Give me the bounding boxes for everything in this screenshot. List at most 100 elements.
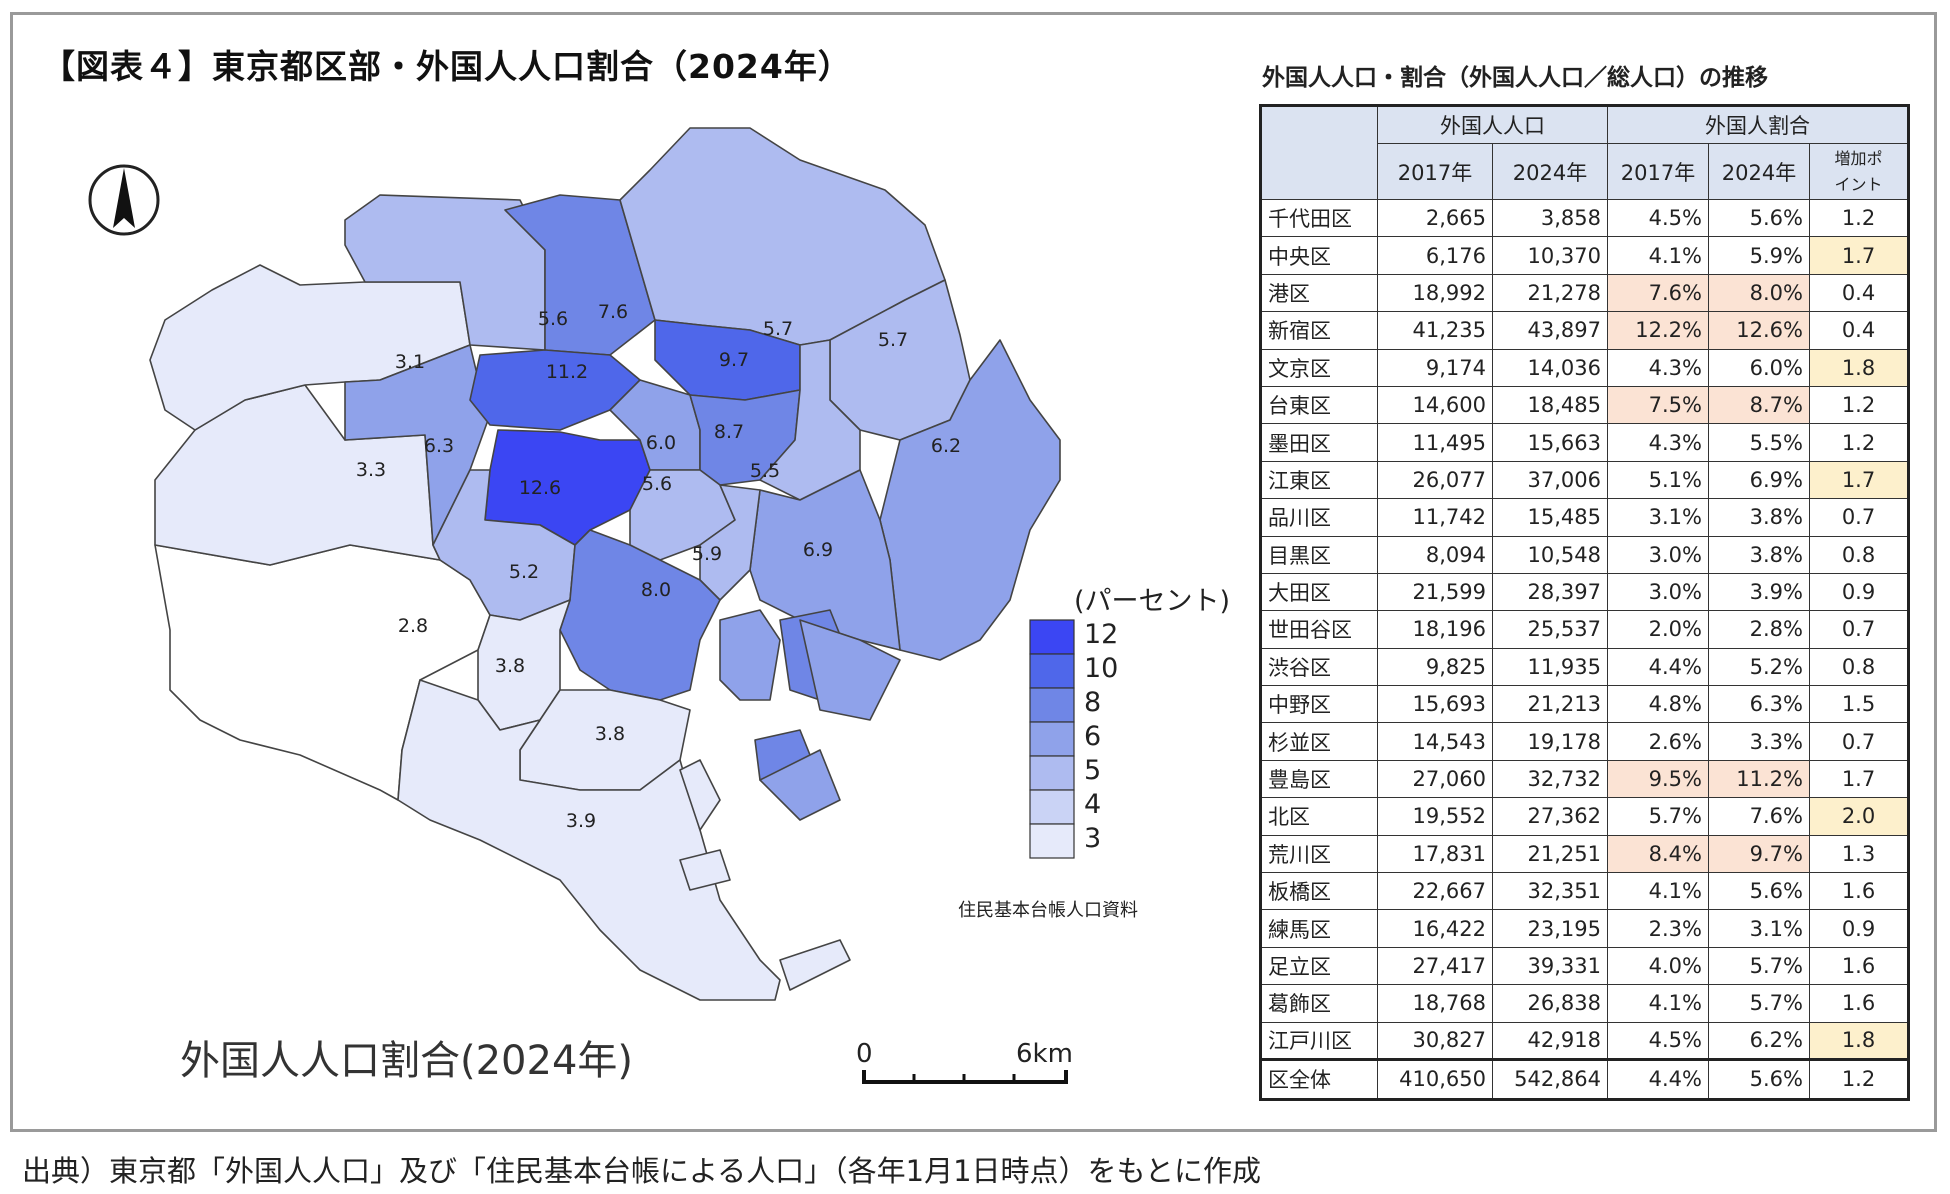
cell-pop-2024: 14,036 [1492, 348, 1608, 387]
cell-share-2017: 4.5% [1607, 198, 1709, 238]
cell-share-2017: 4.8% [1607, 685, 1709, 724]
cell-ward: 練馬区 [1260, 909, 1378, 948]
cell-share-2017: 2.6% [1607, 722, 1709, 761]
cell-increase: 1.8 [1808, 348, 1910, 387]
cell-pop-2024: 15,663 [1492, 423, 1608, 462]
table-row: 練馬区 16,422 23,195 2.3% 3.1% 0.9 [1260, 909, 1910, 948]
table-row: 荒川区 17,831 21,251 8.4% 9.7% 1.3 [1260, 834, 1910, 874]
legend-break-label: 10 [1084, 653, 1118, 684]
ward-label: 11.2 [546, 361, 588, 383]
cell-pop-2024: 10,370 [1492, 236, 1608, 275]
cell-pop-2024: 32,732 [1492, 759, 1608, 799]
table-row: 墨田区 11,495 15,663 4.3% 5.5% 1.2 [1260, 423, 1910, 462]
table-row: 北区 19,552 27,362 5.7% 7.6% 2.0 [1260, 797, 1910, 836]
ward-label: 3.3 [356, 459, 386, 481]
cell-increase: 1.6 [1808, 872, 1910, 911]
cell-share-2017: 4.1% [1607, 984, 1709, 1023]
cell-increase: 1.7 [1808, 759, 1910, 799]
legend-swatch [1029, 755, 1075, 791]
ward-label: 5.9 [692, 543, 722, 565]
ward-label: 9.7 [719, 349, 749, 371]
cell-share-2024: 5.9% [1708, 236, 1810, 275]
ward-label: 3.9 [566, 810, 596, 832]
cell-share-2024: 7.6% [1708, 797, 1810, 836]
cell-pop-2017: 2,665 [1377, 198, 1493, 238]
cell-share-2024: 3.9% [1708, 572, 1810, 612]
cell-share-2017: 7.5% [1607, 385, 1709, 425]
cell-ward: 港区 [1260, 273, 1378, 313]
ward-itabashi [344, 194, 546, 351]
ward-ota [397, 679, 781, 1001]
table-row: 板橋区 22,667 32,351 4.1% 5.6% 1.6 [1260, 872, 1910, 911]
cell-share-2024: 3.8% [1708, 535, 1810, 574]
cell-pop-2017: 22,667 [1377, 872, 1493, 911]
cell-share-2024: 11.2% [1708, 759, 1810, 799]
legend-swatch [1029, 823, 1075, 859]
cell-ward: 墨田区 [1260, 423, 1378, 462]
table-row-total: 区全体 410,650 542,864 4.4% 5.6% 1.2 [1260, 1057, 1910, 1100]
ward-minato [559, 529, 721, 701]
cell-share-2024: 8.0% [1708, 273, 1810, 313]
cell-increase: 0.9 [1808, 572, 1910, 612]
cell-pop-2024: 39,331 [1492, 946, 1608, 986]
map-subtitle: 外国人人口割合(2024年) [180, 1038, 633, 1084]
cell-ward: 世田谷区 [1260, 610, 1378, 649]
cell-pop-2017: 30,827 [1377, 1021, 1493, 1060]
cell-share-2017: 7.6% [1607, 273, 1709, 313]
cell-share-2024: 9.7% [1708, 834, 1810, 874]
tokyo-ward-map: 5.6 7.6 5.7 5.7 3.1 11.2 9.7 6.3 6.0 8.7… [88, 127, 1230, 1084]
table-row: 江東区 26,077 37,006 5.1% 6.9% 1.7 [1260, 460, 1910, 500]
header-population: 外国人人口 [1377, 105, 1608, 144]
legend-break-label: 6 [1084, 721, 1101, 752]
table-row: 葛飾区 18,768 26,838 4.1% 5.7% 1.6 [1260, 984, 1910, 1023]
scale-start: 0 [856, 1039, 873, 1069]
scale-end: 6km [1016, 1039, 1073, 1069]
cell-increase: 1.2 [1808, 198, 1910, 238]
cell-share-2017: 3.1% [1607, 498, 1709, 537]
cell-share-2017: 5.1% [1607, 460, 1709, 500]
cell-pop-2017: 410,650 [1377, 1057, 1493, 1100]
cell-increase: 1.2 [1808, 1057, 1910, 1100]
cell-ward: 杉並区 [1260, 722, 1378, 761]
cell-pop-2017: 9,825 [1377, 647, 1493, 687]
table-row: 台東区 14,600 18,485 7.5% 8.7% 1.2 [1260, 385, 1910, 425]
cell-increase: 1.7 [1808, 236, 1910, 275]
cell-ward: 渋谷区 [1260, 647, 1378, 687]
cell-pop-2017: 19,552 [1377, 797, 1493, 836]
cell-share-2017: 2.3% [1607, 909, 1709, 948]
figure-title: 【図表４】東京都区部・外国人人口割合（2024年） [42, 47, 852, 86]
ward-koto [749, 469, 901, 651]
cell-share-2017: 4.3% [1607, 348, 1709, 387]
table-row: 品川区 11,742 15,485 3.1% 3.8% 0.7 [1260, 498, 1910, 537]
north-arrow-icon [88, 164, 160, 236]
cell-ward: 板橋区 [1260, 872, 1378, 911]
cell-pop-2017: 27,060 [1377, 759, 1493, 799]
cell-share-2024: 2.8% [1708, 610, 1810, 649]
legend-note: 住民基本台帳人口資料 [958, 900, 1138, 921]
cell-pop-2024: 37,006 [1492, 460, 1608, 500]
cell-pop-2017: 16,422 [1377, 909, 1493, 948]
cell-share-2024: 3.1% [1708, 909, 1810, 948]
ward-label: 5.5 [750, 460, 780, 482]
cell-ward: 目黒区 [1260, 535, 1378, 574]
cell-pop-2024: 21,213 [1492, 685, 1608, 724]
cell-pop-2017: 17,831 [1377, 834, 1493, 874]
cell-pop-2024: 3,858 [1492, 198, 1608, 238]
cell-increase: 0.7 [1808, 610, 1910, 649]
cell-ward: 江東区 [1260, 460, 1378, 500]
cell-increase: 1.2 [1808, 423, 1910, 462]
cell-ward: 豊島区 [1260, 759, 1378, 799]
cell-pop-2017: 11,742 [1377, 498, 1493, 537]
cell-share-2024: 5.5% [1708, 423, 1810, 462]
legend-swatch [1029, 721, 1075, 757]
cell-ward: 大田区 [1260, 572, 1378, 612]
table-row: 世田谷区 18,196 25,537 2.0% 2.8% 0.7 [1260, 610, 1910, 649]
cell-share-2017: 8.4% [1607, 834, 1709, 874]
table-row: 目黒区 8,094 10,548 3.0% 3.8% 0.8 [1260, 535, 1910, 574]
cell-share-2017: 4.4% [1607, 647, 1709, 687]
cell-pop-2017: 41,235 [1377, 311, 1493, 350]
legend-break-label: 8 [1084, 687, 1101, 718]
cell-share-2024: 3.8% [1708, 498, 1810, 537]
cell-share-2024: 8.7% [1708, 385, 1810, 425]
